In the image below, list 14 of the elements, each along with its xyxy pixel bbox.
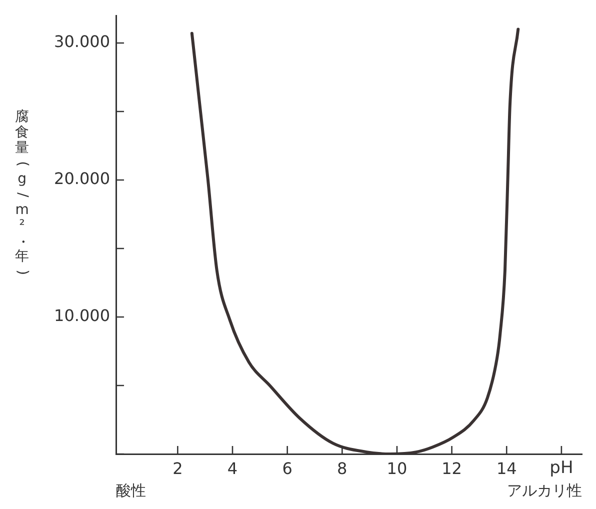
x-tick-label: 2 [172, 458, 183, 478]
y-tick-label: 30.000 [54, 32, 110, 52]
text: 酸性 [116, 481, 146, 500]
x-tick-label: 4 [227, 458, 238, 478]
x-tick-label: 10 [386, 458, 408, 478]
x-tick-label: 14 [496, 458, 517, 478]
text: 腐食量(g/m²・年) [14, 108, 30, 276]
text: アルカリ性 [507, 481, 582, 500]
y-tick-label: 10.000 [54, 306, 110, 326]
y-tick-label: 20.000 [54, 169, 110, 188]
x-tick-label: 8 [337, 458, 348, 478]
x-tick-label: 6 [282, 458, 292, 478]
x-tick-label: 12 [442, 458, 462, 478]
x-axis-title: pH [550, 458, 574, 478]
